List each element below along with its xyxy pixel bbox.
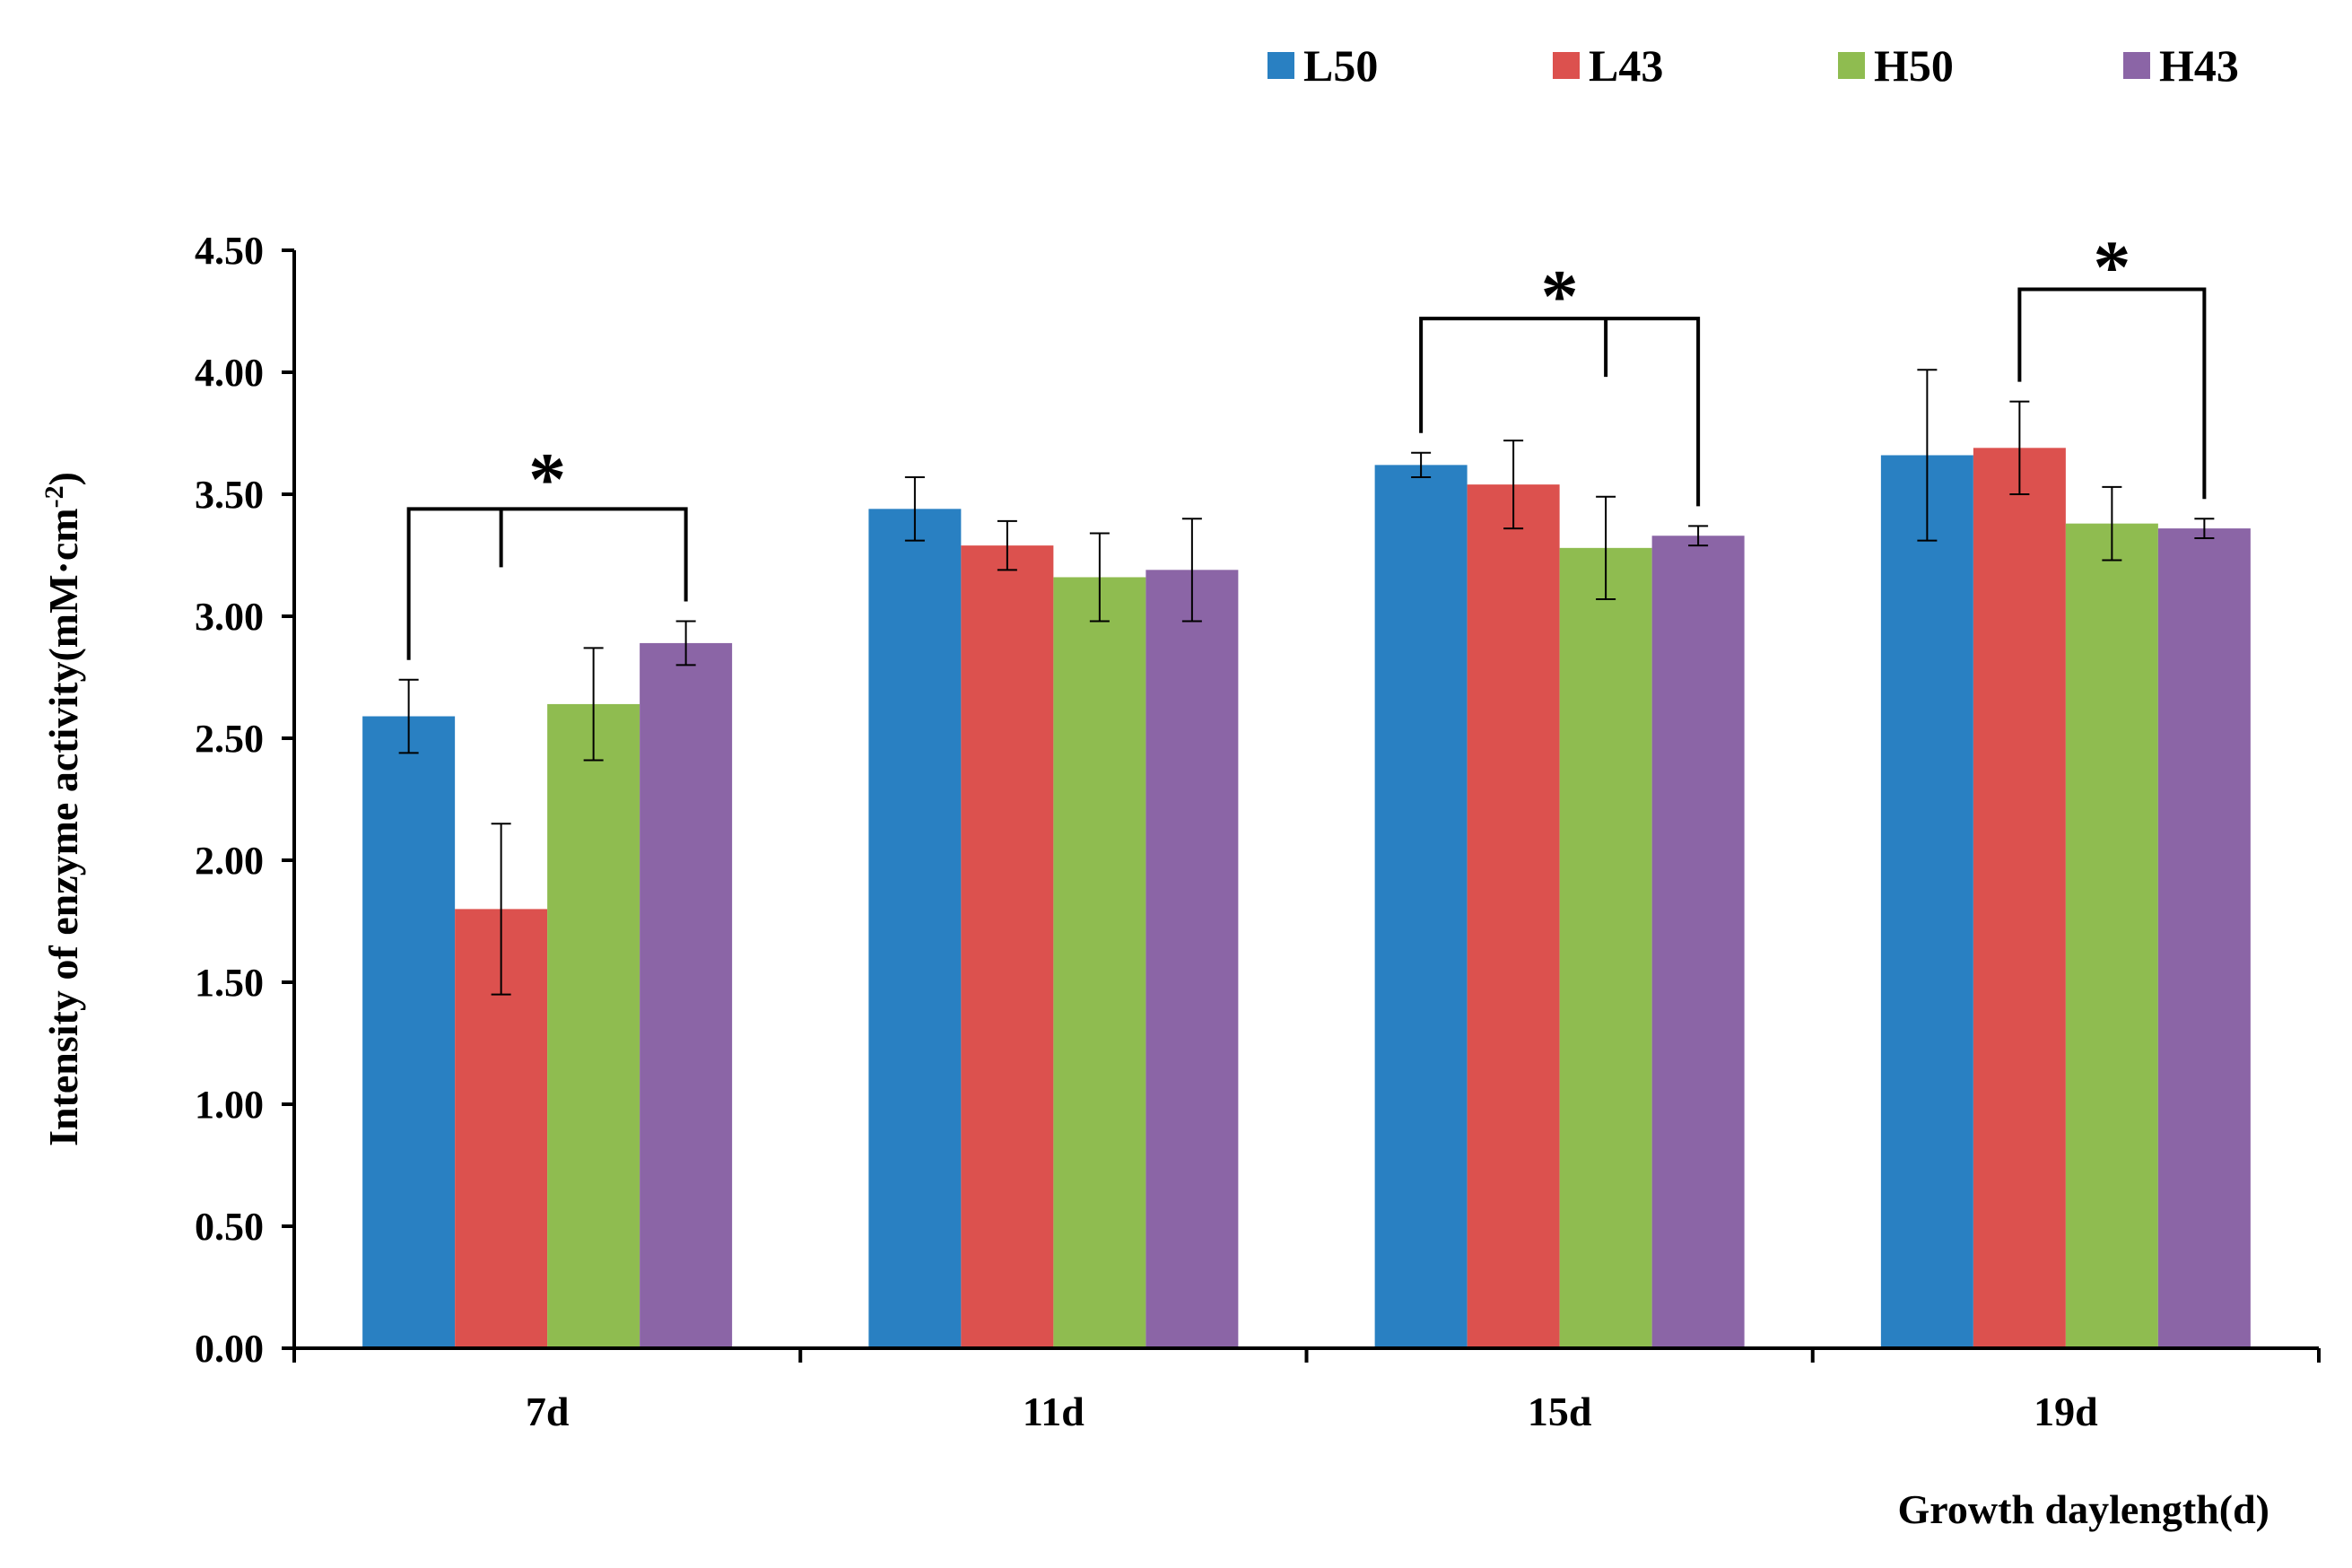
bar-l43-11d [961,545,1054,1348]
x-tick-label-19d: 19d [2034,1389,2098,1434]
y-tick-label: 4.50 [195,229,264,273]
legend-label: H50 [1874,40,1954,91]
significance-star: * [2093,226,2130,309]
x-axis-ticks: 7d 11d 15d 19d [292,1348,2321,1434]
significance-star: * [1541,255,1579,338]
error-bar-l50-11d [904,475,925,542]
error-bars [398,369,2215,996]
y-tick-label: 0.50 [195,1205,264,1249]
y-tick-label: 4.00 [195,351,264,395]
legend-item-l43: L43 [1553,40,1663,91]
error-bar-l43-7d [491,823,511,996]
y-tick-label: 1.00 [195,1083,264,1127]
bar-h43-7d [640,642,733,1348]
legend-label: L50 [1303,40,1378,91]
legend-item-h50: H50 [1838,40,1954,91]
error-bar-l50-7d [398,678,419,754]
significance-bracket-7d: * [406,438,688,660]
y-axis-ticks: 0.00 0.50 1.00 1.50 2.00 2.50 3.00 3.50 4.00 4.50 [195,229,294,1371]
x-tick-label-15d: 15d [1528,1389,1592,1434]
legend-item-h43: H43 [2123,40,2239,91]
significance-bracket-19d: * [2017,226,2207,500]
x-axis-label: Growth daylength(d) [1898,1486,2269,1532]
error-bar-h43-11d [1181,518,1202,623]
y-tick-label: 3.50 [195,473,264,517]
y-tick-label: 2.50 [195,717,264,761]
legend-label: H43 [2159,40,2239,91]
bar-h50-15d [1559,547,1652,1348]
error-bar-l50-19d [1917,369,1938,542]
bar-l50-11d [868,509,962,1348]
y-axis-label-superscript: -2 [39,485,69,508]
y-axis-label-close: ) [40,472,86,485]
bar-l50-15d [1374,465,1468,1348]
y-tick-label: 3.00 [195,595,264,639]
bar-l50-7d [362,716,456,1348]
bar-l43-19d [1973,448,2066,1348]
legend-label: L43 [1589,40,1663,91]
bar-h43-19d [2157,528,2251,1348]
legend-swatch [1553,52,1580,79]
error-bar-h50-11d [1089,532,1110,623]
bar-h43-11d [1146,570,1239,1348]
error-bar-h50-15d [1596,495,1616,600]
bar-h43-15d [1651,536,1745,1348]
y-axis-label: Intensity of enzyme activity(mM·cm-2) [39,472,86,1146]
y-axis-label-main: Intensity of enzyme activity(mM·cm [40,508,86,1146]
significance-bracket-15d: * [1419,255,1701,507]
legend-swatch [2123,52,2150,79]
error-bar-l43-15d [1503,440,1524,530]
x-tick-label-7d: 7d [526,1389,570,1434]
error-bar-h43-7d [675,620,696,666]
legend-swatch [1838,52,1865,79]
bar-h50-11d [1053,577,1146,1348]
significance-star: * [528,438,566,521]
legend-swatch [1267,52,1294,79]
bar-l43-15d [1467,484,1560,1348]
y-tick-label: 0.00 [195,1327,264,1371]
y-tick-label: 2.00 [195,839,264,883]
legend: L50 L43 H50 H43 [1267,40,2239,91]
bar-l50-19d [1880,455,1973,1349]
error-bar-h50-19d [2102,485,2122,562]
error-bar-l43-11d [997,519,1017,571]
bars [362,448,2251,1349]
bar-h50-19d [2065,523,2158,1348]
bar-h50-7d [547,703,640,1348]
x-tick-label-11d: 11d [1023,1389,1085,1434]
error-bar-h50-7d [583,647,604,762]
error-bar-h43-19d [2194,518,2215,539]
error-bar-h43-15d [1688,525,1709,547]
significance-annotations: * * * [406,226,2207,660]
y-tick-label: 1.50 [195,961,264,1005]
legend-item-l50: L50 [1267,40,1378,91]
error-bar-l50-15d [1411,451,1432,478]
error-bar-l43-19d [2009,400,2030,495]
